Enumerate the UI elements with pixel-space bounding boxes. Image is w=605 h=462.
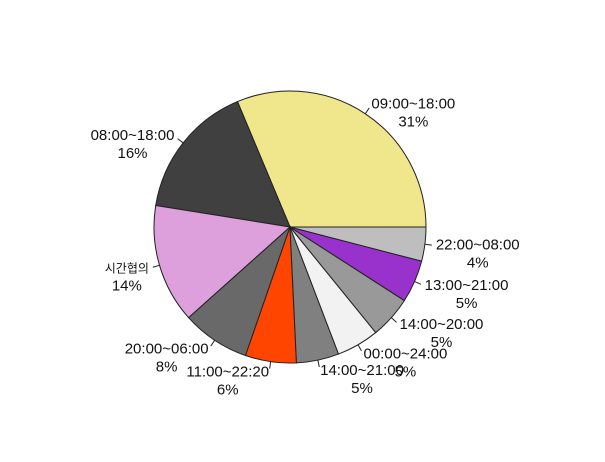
label-tick — [152, 264, 160, 268]
slice-label: 22:00~08:00 — [436, 237, 520, 254]
slice-label: 09:00~18:00 — [371, 96, 455, 113]
slice-percent-label: 8% — [156, 358, 178, 375]
slice-label: 20:00~06:00 — [125, 340, 209, 357]
label-tick — [177, 138, 184, 144]
slice-percent-label: 5% — [395, 363, 417, 380]
slice-label: 시간협의 — [105, 261, 149, 275]
slice-percent-label: 5% — [351, 380, 373, 397]
slice-percent-label: 5% — [431, 334, 453, 351]
slice-percent-label: 14% — [112, 277, 142, 294]
slice-percent-label: 5% — [456, 295, 478, 312]
pie-slice — [155, 100, 291, 228]
slice-percent-label: 16% — [118, 145, 148, 162]
label-tick — [414, 281, 422, 285]
label-tick — [364, 107, 370, 115]
pie-slice — [289, 226, 427, 262]
slice-percent-label: 6% — [217, 382, 239, 399]
label-ticks — [152, 107, 432, 369]
slice-percent-label: 4% — [467, 255, 489, 272]
label-tick — [391, 317, 397, 323]
slice-percent-label: 31% — [398, 114, 428, 131]
label-tick — [424, 243, 432, 246]
slice-label: 08:00~18:00 — [91, 127, 175, 144]
pie-slice — [153, 204, 292, 319]
label-tick — [357, 344, 362, 352]
label-tick — [269, 361, 272, 369]
slice-label: 11:00~22:20 — [186, 364, 269, 381]
slice-label: 13:00~21:00 — [425, 277, 509, 294]
slice-label: 14:00~21:00 — [320, 362, 404, 379]
label-tick — [317, 360, 320, 368]
pie-slices — [153, 90, 427, 364]
label-tick — [210, 339, 216, 347]
slice-label: 00:00~24:00 — [364, 345, 448, 362]
slice-label: 14:00~20:00 — [400, 316, 484, 333]
